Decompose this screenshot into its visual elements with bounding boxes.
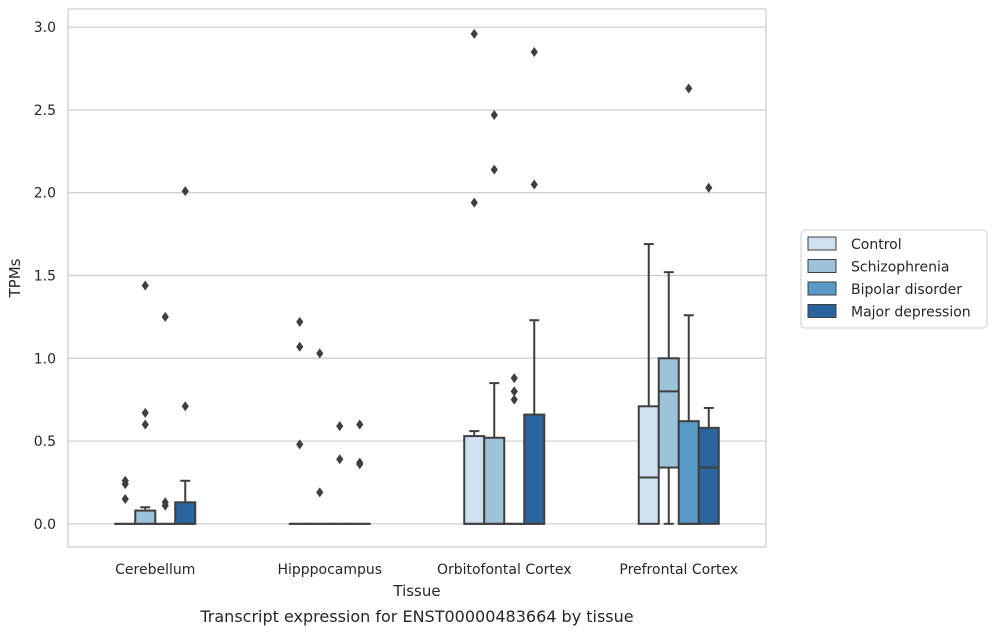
box — [308, 348, 331, 525]
box-iqr — [483, 436, 506, 525]
outlier-point — [181, 186, 189, 197]
legend-item: Schizophrenia — [807, 259, 949, 276]
legend-swatch — [807, 304, 837, 318]
box-iqr — [697, 426, 720, 525]
outlier-point — [490, 164, 498, 175]
box-iqr — [463, 435, 486, 525]
y-tick-label: 3.0 — [34, 20, 56, 36]
outlier-point — [141, 407, 149, 418]
box — [637, 243, 660, 525]
x-axis-label: Tissue — [392, 582, 440, 600]
box — [483, 109, 506, 525]
outlier-point — [296, 341, 304, 352]
box — [288, 316, 311, 525]
outlier-point — [470, 197, 478, 208]
box — [174, 186, 197, 525]
box-iqr — [523, 413, 546, 525]
legend-swatch — [807, 236, 837, 251]
outlier-point — [141, 419, 149, 430]
plot-area-frame — [67, 8, 767, 548]
y-tick-labels: 0.0 0.5 1.0 1.5 2.0 2.5 3.0 — [34, 20, 56, 533]
box-iqr — [677, 420, 700, 525]
y-axis-label: TPMs — [6, 258, 24, 298]
outlier-point — [296, 439, 304, 450]
outlier-point — [141, 280, 149, 291]
category-group — [463, 28, 546, 525]
y-tick-label: 1.0 — [34, 351, 56, 367]
outlier-point — [530, 47, 538, 58]
box — [328, 421, 351, 525]
outlier-point — [336, 421, 344, 432]
category-group — [288, 316, 371, 525]
legend-item: Control — [807, 236, 902, 253]
x-tick-label: Orbitofontal Cortex — [437, 562, 572, 578]
outlier-point — [121, 479, 129, 490]
x-tick-label: Prefrontal Cortex — [619, 562, 738, 578]
x-tick-label: Cerebellum — [115, 562, 195, 578]
outlier-point — [161, 311, 169, 322]
box — [677, 83, 700, 525]
box-iqr — [174, 501, 197, 525]
outlier-point — [510, 373, 518, 384]
box — [523, 47, 546, 525]
outlier-point — [685, 83, 693, 94]
legend-label: Bipolar disorder — [851, 282, 962, 298]
x-tick-label: Hipppocampus — [277, 562, 382, 578]
outlier-point — [510, 394, 518, 405]
legend-swatch — [807, 281, 837, 296]
y-tick-label: 2.0 — [34, 186, 56, 202]
outlier-point — [510, 386, 518, 397]
box — [503, 373, 526, 525]
legend-frame — [800, 229, 988, 329]
box-groups — [114, 28, 720, 525]
box-iqr — [134, 509, 157, 525]
outlier-point — [356, 419, 364, 430]
outlier-point — [336, 454, 344, 465]
box — [697, 182, 720, 525]
outlier-point — [356, 459, 364, 470]
y-tick-label: 1.5 — [34, 269, 56, 285]
outlier-point — [316, 348, 324, 359]
outlier-point — [181, 401, 189, 412]
chart-caption: Transcript expression for ENST0000048366… — [199, 607, 633, 626]
y-tick-label: 2.5 — [34, 103, 56, 119]
category-group — [637, 83, 720, 525]
box — [134, 280, 157, 525]
outlier-point — [316, 487, 324, 498]
box-iqr — [637, 405, 660, 525]
box — [463, 28, 486, 525]
box — [114, 475, 137, 525]
legend: Control Schizophrenia Bipolar disorder Majo… — [800, 229, 988, 329]
outlier-point — [470, 28, 478, 39]
outlier-point — [296, 316, 304, 327]
x-tick-labels: Cerebellum Hipppocampus Orbitofontal Corte… — [115, 562, 738, 578]
box — [348, 419, 371, 525]
y-tick-label: 0.0 — [34, 517, 56, 533]
box-iqr — [657, 357, 680, 469]
outlier-point — [705, 182, 713, 193]
outlier-point — [121, 493, 129, 504]
outlier-point — [490, 109, 498, 120]
legend-label: Control — [851, 237, 902, 253]
legend-swatch — [807, 259, 837, 273]
outlier-point — [530, 179, 538, 190]
box — [154, 311, 177, 525]
outlier-point — [161, 500, 169, 511]
box — [657, 271, 680, 525]
legend-label: Major depression — [851, 305, 971, 321]
legend-item: Bipolar disorder — [807, 281, 962, 298]
y-tick-label: 0.5 — [34, 434, 56, 450]
legend-item: Major depression — [807, 304, 971, 321]
legend-label: Schizophrenia — [851, 260, 949, 276]
category-group — [114, 186, 197, 525]
